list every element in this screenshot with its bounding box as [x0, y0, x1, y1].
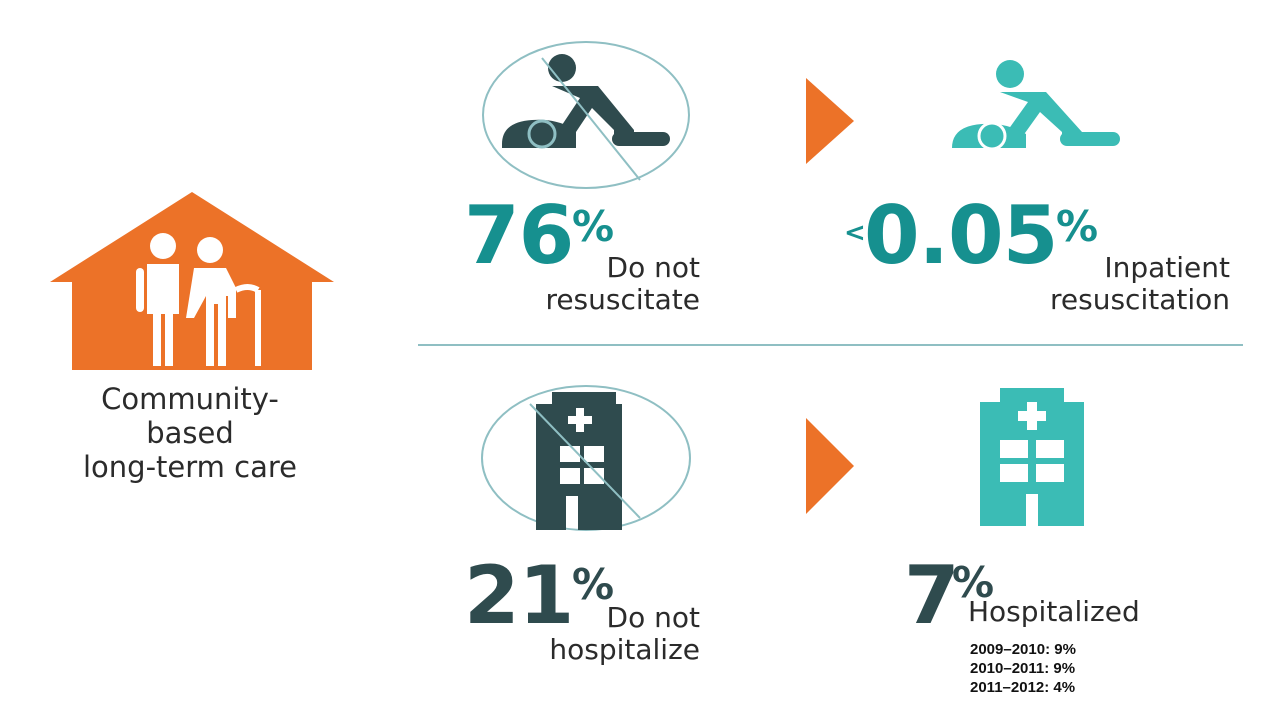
setting-label-line: based — [146, 416, 234, 450]
dnh-label-line: hospitalize — [549, 633, 700, 666]
hosp-label: Hospitalized — [968, 595, 1140, 628]
hospital-icon — [980, 388, 1084, 526]
setting-label-line: long-term care — [83, 450, 297, 484]
hosp-yearly-list: 2009–2010: 9% 2010–2011: 9% 2011–2012: 4… — [970, 640, 1076, 697]
dnr-unit: % — [572, 202, 615, 251]
row-divider — [418, 344, 1243, 346]
setting-label: Community- based long-term care — [50, 382, 330, 484]
dnh-unit: % — [572, 560, 615, 609]
resus-value: 0.05 — [864, 189, 1058, 282]
resus-unit: % — [1056, 202, 1099, 251]
dnh-label: Do not hospitalize — [500, 602, 700, 666]
dnr-label-line: resuscitate — [545, 283, 700, 316]
no-hospital-icon — [481, 385, 691, 531]
dnr-label: Do not resuscitate — [520, 252, 700, 316]
hosp-yearly-item: 2011–2012: 4% — [970, 679, 1076, 696]
no-cpr-icon — [482, 41, 690, 189]
hosp-yearly-item: 2010–2011: 9% — [970, 660, 1076, 677]
hosp-yearly-item: 2009–2010: 9% — [970, 641, 1076, 658]
house-elderly-couple-icon — [50, 192, 334, 370]
resus-label-line: Inpatient — [1104, 251, 1230, 284]
resus-label-line: resuscitation — [1050, 283, 1230, 316]
arrow-right-icon — [806, 78, 854, 164]
dnr-label-line: Do not — [606, 251, 700, 284]
dnr-value: 76 — [464, 196, 574, 276]
resus-prefix: < — [844, 218, 866, 248]
setting-label-line: Community- — [101, 382, 279, 416]
dnh-value: 21 — [464, 549, 574, 642]
resus-label: Inpatient resuscitation — [990, 252, 1230, 316]
hosp-value: 7 — [904, 549, 960, 642]
dnr-number: 76 — [464, 189, 574, 282]
dnh-label-line: Do not — [606, 601, 700, 634]
arrow-right-icon — [806, 418, 854, 514]
cpr-icon — [952, 60, 1120, 151]
hosp-unit: % — [952, 558, 995, 607]
